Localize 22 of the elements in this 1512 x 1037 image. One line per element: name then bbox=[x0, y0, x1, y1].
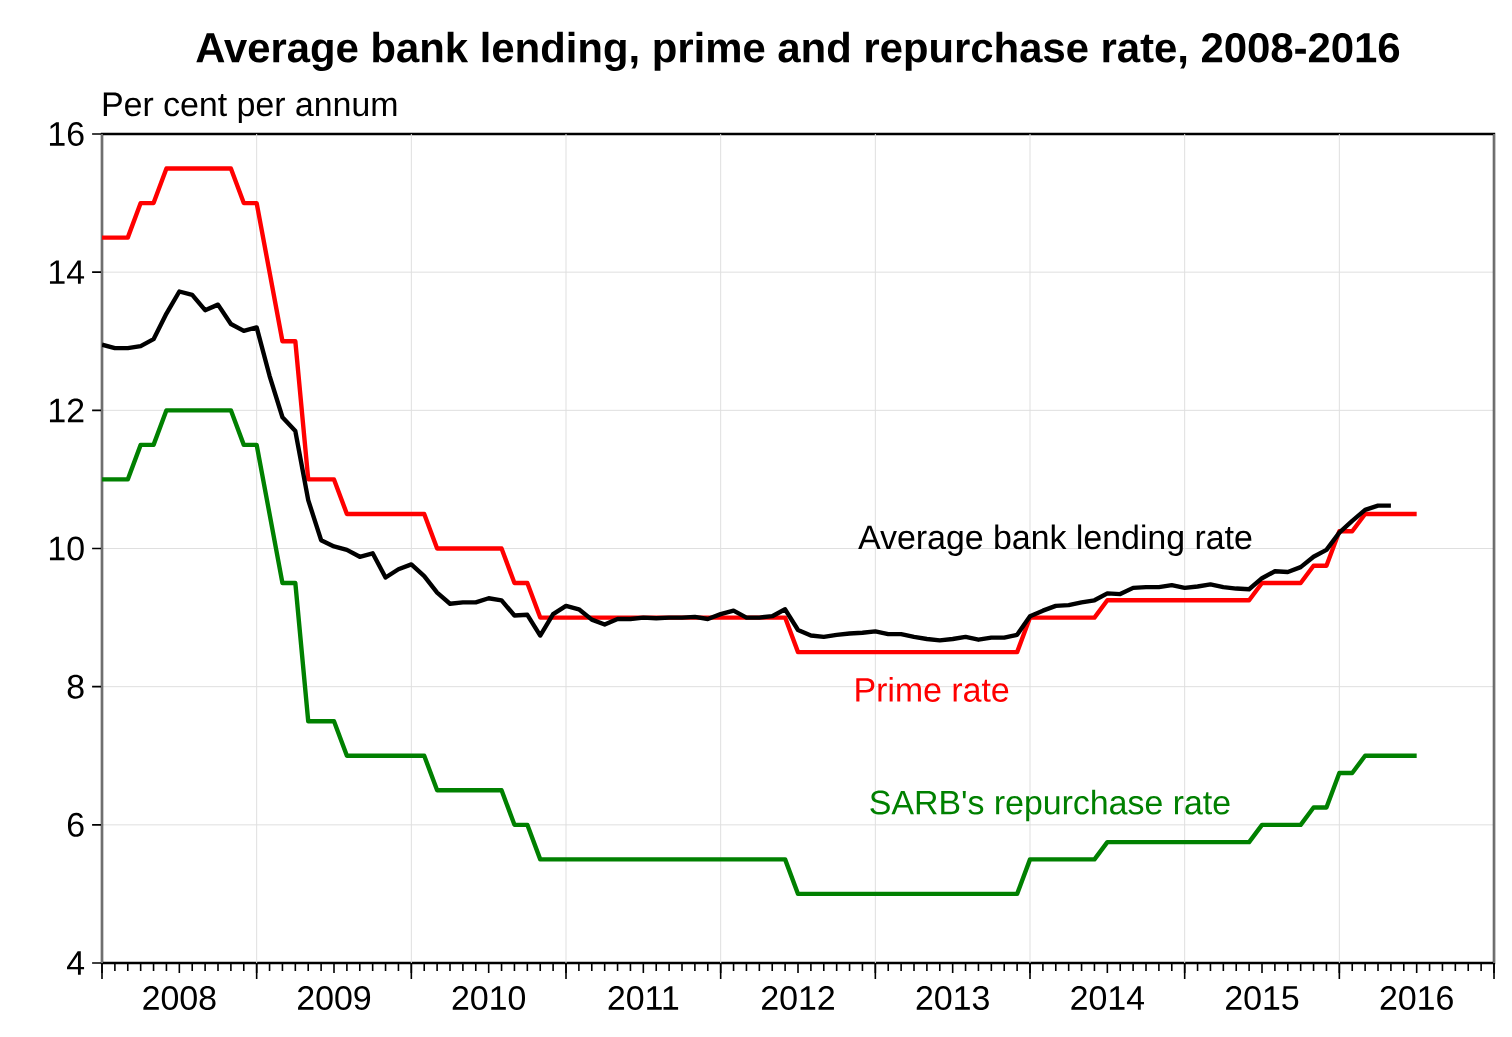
x-tick-label: 2008 bbox=[143, 985, 216, 1010]
x-tick-label: 2013 bbox=[916, 985, 989, 1010]
x-tick-label: 2011 bbox=[608, 985, 679, 1010]
x-tick-label: 2015 bbox=[1226, 985, 1299, 1010]
y-tick-label: 4 bbox=[67, 951, 85, 975]
y-tick-label: 14 bbox=[49, 260, 85, 284]
chart-title: Average bank lending, prime and repurchase rate, 2008-2016 bbox=[196, 31, 1400, 71]
y-tick-label: 6 bbox=[67, 812, 84, 837]
line-series bbox=[102, 289, 1394, 643]
x-tick-label: 2014 bbox=[1071, 985, 1145, 1010]
y-tick-label: 10 bbox=[49, 536, 84, 561]
y-axis-title: Per cent per annum bbox=[103, 92, 397, 123]
series-label: Average bank lending rate bbox=[858, 524, 1252, 556]
x-tick-label: 2016 bbox=[1380, 985, 1453, 1010]
y-tick-label: 12 bbox=[49, 398, 84, 423]
y-tick-label: 8 bbox=[67, 674, 84, 699]
x-tick-label: 2009 bbox=[298, 985, 371, 1010]
series-label: Prime rate bbox=[856, 677, 1009, 702]
x-tick-label: 2010 bbox=[452, 985, 526, 1010]
series-label: SARB's repurchase rate bbox=[870, 789, 1230, 822]
x-tick-label: 2012 bbox=[762, 985, 834, 1010]
y-tick-label: 16 bbox=[49, 121, 84, 146]
